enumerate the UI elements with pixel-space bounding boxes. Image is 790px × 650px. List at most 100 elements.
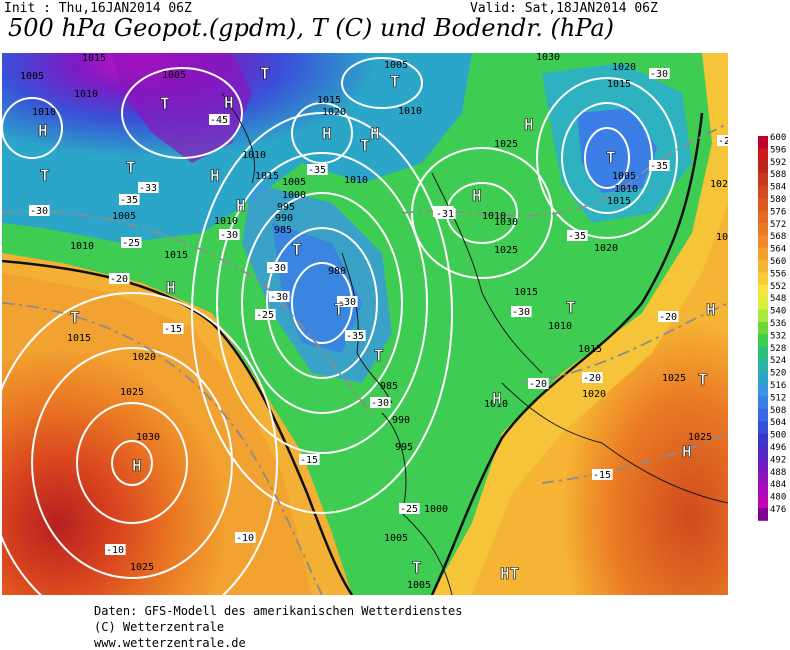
svg-text:1000: 1000 — [282, 190, 306, 201]
svg-text:1015: 1015 — [82, 53, 106, 64]
temperature-label-15: -25 — [255, 309, 276, 321]
svg-text:H: H — [706, 300, 716, 319]
temperature-label-14: -30 — [269, 291, 290, 303]
pressure-label-group: 1015 1005 1010 1005 1010 1005 1010 1030 1020 1015… — [20, 53, 728, 591]
svg-text:1015: 1015 — [317, 95, 341, 106]
legend-tick-22: 508 — [770, 406, 786, 416]
pressure-label-46: 1005 — [407, 580, 431, 591]
legend-swatch-12 — [758, 284, 768, 298]
pressure-label-3: 1005 — [162, 70, 186, 81]
svg-text:1015: 1015 — [67, 333, 91, 344]
legend-tick-26: 492 — [770, 455, 786, 465]
svg-text:1025: 1025 — [688, 432, 712, 443]
svg-text:-20: -20 — [659, 312, 677, 323]
legend-swatch-17 — [758, 346, 768, 360]
pressure-label-52: 1025 — [688, 432, 712, 443]
high-low-marker-2: T — [160, 94, 170, 114]
high-low-marker-23: T — [698, 370, 708, 390]
svg-text:1010: 1010 — [32, 107, 56, 118]
svg-text:1025: 1025 — [494, 139, 518, 150]
svg-text:985: 985 — [380, 381, 398, 392]
svg-text:995: 995 — [277, 202, 295, 213]
svg-text:1025: 1025 — [662, 373, 686, 384]
legend-swatch-28 — [758, 483, 768, 496]
svg-text:-20: -20 — [583, 373, 601, 384]
legend-swatch-18 — [758, 359, 768, 372]
svg-text:1030: 1030 — [536, 53, 560, 63]
temperature-label-3: -33 — [138, 182, 159, 194]
svg-text:1010: 1010 — [484, 399, 508, 410]
legend-swatch-25 — [758, 446, 768, 459]
pressure-label-25: 1010 — [482, 211, 506, 222]
svg-text:T: T — [160, 94, 170, 113]
high-low-marker-14: H — [472, 186, 482, 206]
pressure-label-22: 1005 — [112, 211, 136, 222]
legend-tick-20: 516 — [770, 381, 786, 391]
svg-text:-45: -45 — [210, 115, 228, 126]
svg-text:H: H — [322, 124, 332, 143]
high-low-marker-25: H — [682, 442, 692, 462]
footer-copyright: (C) Wetterzentrale — [94, 620, 225, 634]
warm-core-east — [472, 203, 728, 595]
svg-text:-30: -30 — [512, 307, 530, 318]
legend-swatch-24 — [758, 433, 768, 447]
svg-text:1015: 1015 — [607, 196, 631, 207]
pressure-label-43: 995 — [395, 442, 413, 453]
legend-tick-16: 532 — [770, 331, 786, 341]
legend-tick-14: 540 — [770, 307, 786, 317]
svg-text:-35: -35 — [568, 231, 586, 242]
pressure-label-47: 1015 — [67, 333, 91, 344]
svg-text:1010: 1010 — [242, 150, 266, 161]
temperature-label-5: -25 — [121, 237, 142, 249]
svg-text:T: T — [360, 136, 370, 155]
map-title: 500 hPa Geopot.(gpdm), T (C) und Bodendr… — [8, 14, 615, 42]
pressure-label-16: 1005 — [282, 177, 306, 188]
pressure-label-48: 1020 — [132, 352, 156, 363]
pressure-label-10: 1015 — [317, 95, 341, 106]
legend-swatch-26 — [758, 458, 768, 472]
pressure-label-30: 1025 — [716, 232, 728, 243]
high-low-marker-22: H — [492, 389, 502, 409]
svg-text:1015: 1015 — [578, 344, 602, 355]
svg-text:1020: 1020 — [710, 179, 728, 190]
legend-tick-2: 592 — [770, 158, 786, 168]
pressure-label-19: 990 — [275, 213, 293, 224]
svg-text:1005: 1005 — [384, 60, 408, 71]
front-boundary-east — [430, 112, 704, 595]
temperature-label-8: -35 — [567, 230, 588, 242]
svg-text:1010: 1010 — [398, 106, 422, 117]
temperature-label-21: -20 — [528, 378, 549, 390]
legend-swatch-10 — [758, 260, 768, 273]
svg-text:995: 995 — [395, 442, 413, 453]
weather-map[interactable]: 1015 1005 1010 1005 1010 1005 1010 1030 1020 1015… — [2, 53, 728, 595]
svg-text:H: H — [682, 442, 692, 461]
pressure-label-17: 1000 — [282, 190, 306, 201]
pressure-label-36: 1010 — [548, 321, 572, 332]
legend-tick-25: 496 — [770, 443, 786, 453]
high-low-marker-12: H — [524, 115, 534, 135]
pressure-label-40: 985 — [380, 381, 398, 392]
temperature-label-16: -30 — [337, 296, 358, 308]
legend-tick-13: 548 — [770, 294, 786, 304]
legend-tick-9: 564 — [770, 245, 786, 255]
svg-text:1005: 1005 — [20, 71, 44, 82]
temperature-label-28: -25 — [399, 503, 420, 515]
high-low-marker-13: T — [606, 148, 616, 168]
pressure-label-45: 1005 — [384, 533, 408, 544]
temperature-label-27: -10 — [235, 532, 256, 544]
svg-text:-30: -30 — [338, 297, 356, 308]
pressure-label-27: 1025 — [494, 245, 518, 256]
pressure-label-35: 1015 — [514, 287, 538, 298]
svg-text:1020: 1020 — [582, 389, 606, 400]
svg-text:1020: 1020 — [132, 352, 156, 363]
temperature-label-0: -45 — [209, 114, 230, 126]
legend-tick-18: 524 — [770, 356, 786, 366]
legend-swatch-2 — [758, 160, 768, 174]
temperature-label-25: -15 — [592, 469, 613, 481]
svg-text:T: T — [606, 148, 616, 167]
temperature-label-group: -45-35-35-33-30-25-30-30-35-35-30-25-20-… — [29, 68, 728, 556]
legend-tick-3: 588 — [770, 170, 786, 180]
svg-text:T: T — [126, 158, 136, 177]
svg-text:1005: 1005 — [162, 70, 186, 81]
